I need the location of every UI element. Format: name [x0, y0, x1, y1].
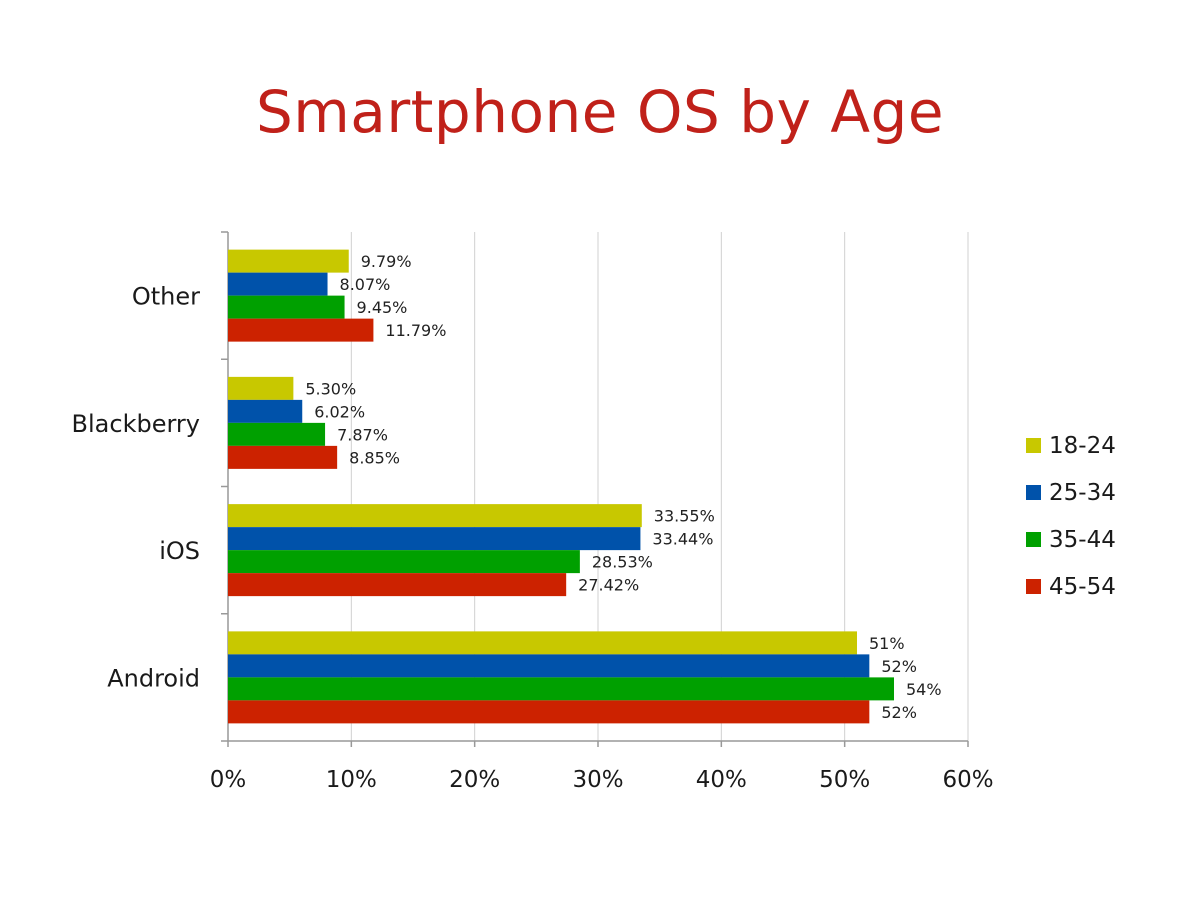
- bar: [228, 445, 338, 469]
- x-tick-label: 50%: [819, 767, 870, 793]
- x-tick-label: 60%: [942, 767, 993, 793]
- category-label: Android: [107, 664, 200, 692]
- legend-label: 35-44: [1049, 526, 1116, 553]
- legend-item: 25-34: [1026, 469, 1116, 516]
- data-label: 52%: [881, 657, 917, 676]
- bar: [228, 677, 894, 701]
- x-tick-label: 10%: [326, 767, 377, 793]
- data-label: 33.44%: [652, 530, 713, 549]
- bar: [228, 550, 580, 574]
- data-label: 9.45%: [357, 298, 408, 317]
- legend-item: 45-54: [1026, 563, 1116, 610]
- bar: [228, 272, 328, 296]
- legend: 18-24 25-34 35-44 45-54: [1026, 422, 1116, 610]
- data-label: 7.87%: [337, 425, 388, 444]
- legend-swatch: [1026, 438, 1041, 453]
- chart-title: Smartphone OS by Age: [255, 78, 945, 146]
- legend-item: 18-24: [1026, 422, 1116, 469]
- legend-item: 35-44: [1026, 516, 1116, 563]
- x-tick-label: 20%: [449, 767, 500, 793]
- category-label: Blackberry: [72, 410, 200, 438]
- bar: [228, 700, 870, 724]
- data-label: 27.42%: [578, 576, 639, 595]
- bar: [228, 399, 303, 423]
- data-label: 9.79%: [361, 252, 412, 271]
- bar: [228, 422, 326, 446]
- data-label: 5.30%: [305, 379, 356, 398]
- legend-swatch: [1026, 532, 1041, 547]
- bar: [228, 504, 642, 528]
- data-label: 52%: [881, 703, 917, 722]
- legend-label: 45-54: [1049, 573, 1116, 600]
- legend-label: 25-34: [1049, 479, 1116, 506]
- bar: [228, 249, 349, 273]
- bar: [228, 318, 374, 342]
- data-label: 33.55%: [654, 507, 715, 526]
- bar: [228, 573, 567, 597]
- category-label: iOS: [159, 537, 200, 565]
- bar: [228, 295, 345, 319]
- data-label: 51%: [869, 634, 905, 653]
- data-label: 6.02%: [314, 402, 365, 421]
- bar: [228, 527, 641, 551]
- legend-swatch: [1026, 485, 1041, 500]
- legend-label: 18-24: [1049, 432, 1116, 459]
- category-label: Other: [132, 283, 200, 311]
- x-tick-label: 30%: [572, 767, 623, 793]
- data-label: 11.79%: [385, 321, 446, 340]
- data-label: 28.53%: [592, 553, 653, 572]
- legend-swatch: [1026, 579, 1041, 594]
- data-label: 8.07%: [340, 275, 391, 294]
- bar: [228, 631, 857, 655]
- bar: [228, 654, 870, 678]
- data-label: 8.85%: [349, 448, 400, 467]
- x-tick-label: 0%: [210, 767, 247, 793]
- bar: [228, 376, 294, 400]
- x-tick-label: 40%: [696, 767, 747, 793]
- data-label: 54%: [906, 680, 942, 699]
